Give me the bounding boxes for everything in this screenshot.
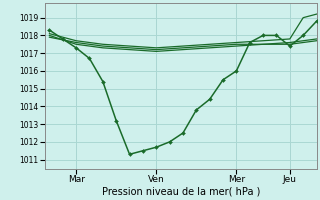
X-axis label: Pression niveau de la mer( hPa ): Pression niveau de la mer( hPa ) [101,187,260,197]
